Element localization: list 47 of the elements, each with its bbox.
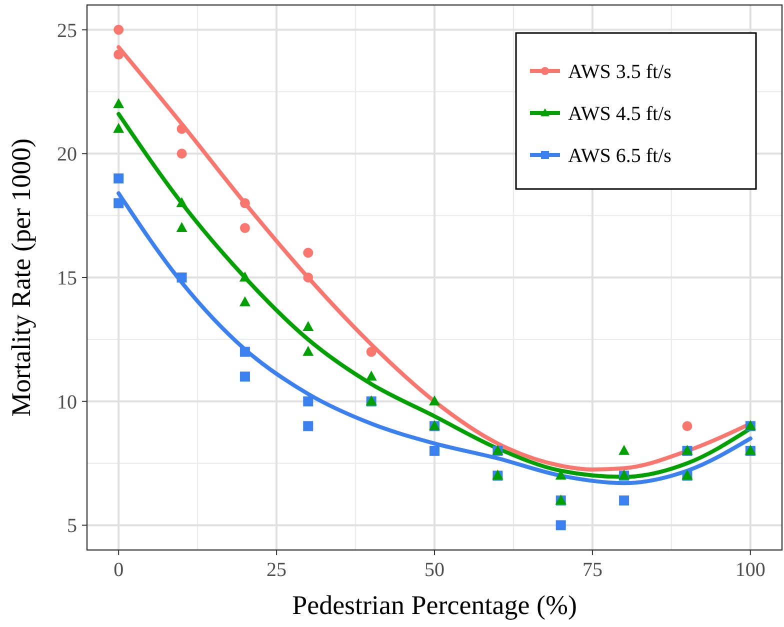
point: [556, 520, 566, 530]
point: [176, 222, 188, 232]
point: [240, 222, 250, 233]
point: [366, 346, 376, 357]
line-series: [116, 191, 752, 486]
y-tick-label: 20: [57, 144, 77, 166]
point: [240, 346, 250, 357]
point: [303, 396, 314, 406]
point: [618, 444, 630, 455]
y-tick-label: 5: [67, 515, 77, 538]
point: [114, 50, 124, 60]
point: [114, 24, 124, 35]
y-tick-label: 15: [57, 268, 77, 290]
point: [366, 370, 377, 381]
point: [113, 98, 124, 108]
legend-label: AWS 6.5 ft/s: [568, 145, 672, 167]
y-axis-title: Mortality Rate (per 1000): [6, 138, 36, 417]
point: [176, 197, 188, 208]
point: [239, 272, 250, 282]
point: [114, 173, 124, 184]
point: [619, 495, 630, 506]
point: [240, 372, 250, 382]
x-tick-label: 100: [735, 559, 766, 581]
point: [303, 248, 314, 258]
legend-label: AWS 4.5 ft/s: [568, 103, 672, 125]
x-axis-title: Pedestrian Percentage (%): [292, 590, 577, 620]
x-tick-label: 25: [266, 559, 287, 581]
x-tick-label: 0: [114, 559, 124, 581]
point: [430, 446, 440, 456]
point: [682, 421, 692, 432]
point: [239, 296, 250, 306]
x-tick-label: 50: [424, 559, 444, 581]
point: [303, 421, 314, 432]
point: [176, 148, 187, 159]
y-tick-label: 10: [57, 391, 77, 414]
point: [176, 272, 187, 282]
point: [302, 321, 314, 332]
point: [114, 198, 124, 208]
y-tick-label: 25: [57, 20, 77, 42]
point: [429, 395, 440, 406]
point: [113, 122, 124, 133]
point: [303, 272, 314, 282]
point: [240, 198, 250, 208]
legend-label: AWS 3.5 ft/s: [568, 61, 672, 83]
x-tick-label: 75: [582, 559, 602, 581]
point: [302, 346, 314, 356]
point: [176, 124, 187, 134]
